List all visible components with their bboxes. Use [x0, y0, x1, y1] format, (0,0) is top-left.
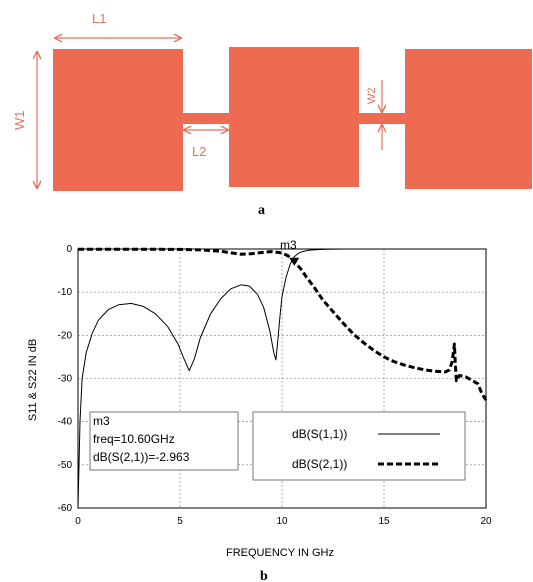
legend-label-s11: dB(S(1,1)): [292, 427, 347, 441]
x-tick-label: 5: [177, 516, 183, 527]
legend-box: [252, 411, 466, 481]
marker-info-freq: freq=10.60GHz: [93, 432, 175, 446]
marker-info-name: m3: [93, 414, 110, 428]
marker-name-top: m3: [280, 238, 297, 252]
series-line-s21: [78, 247, 488, 401]
series-line-s11: [77, 248, 348, 509]
marker-info-box: [89, 411, 239, 471]
y-tick-label: -20: [58, 330, 73, 341]
y-tick-label: -60: [58, 503, 73, 514]
w1-label: W1: [12, 111, 27, 131]
series-lines: [77, 247, 488, 509]
caption-b: b: [260, 569, 268, 582]
feedline-left: [183, 113, 231, 124]
y-tick-label: -50: [58, 460, 73, 471]
l2-label: L2: [192, 144, 206, 159]
layout-drawing: L1 L2 W1 W2: [12, 11, 532, 191]
l1-label: L1: [92, 11, 106, 26]
x-tick-label: 10: [276, 516, 288, 527]
patch-left: [53, 49, 183, 191]
x-tick-label: 20: [480, 516, 492, 527]
y-axis-label: S11 & S22 IN dB: [27, 339, 39, 421]
x-axis-label: FREQUENCY IN GHz: [226, 547, 334, 559]
w2-label: W2: [366, 88, 378, 105]
y-tick-label: -40: [58, 417, 73, 428]
patch-right: [405, 49, 532, 189]
legend-label-s21: dB(S(2,1)): [292, 457, 347, 471]
marker-info-value: dB(S(2,1))=-2.963: [93, 450, 190, 464]
x-tick-label: 0: [75, 516, 81, 527]
x-tick-labels: 0 5 10 15 20: [75, 516, 492, 527]
s-parameter-chart: 0 -10 -20 -30 -40 -50 -60 0 5 10 15 20 S11 & S22 I…: [27, 238, 492, 559]
y-tick-label: -30: [58, 374, 73, 385]
feedline-right: [359, 113, 407, 124]
y-tick-label: 0: [66, 244, 72, 255]
patch-middle: [229, 47, 359, 187]
marker-triangle: [289, 257, 300, 266]
x-tick-label: 15: [378, 516, 390, 527]
y-tick-labels: 0 -10 -20 -30 -40 -50 -60: [58, 244, 73, 514]
caption-a: a: [258, 203, 265, 218]
y-tick-label: -10: [58, 287, 73, 298]
